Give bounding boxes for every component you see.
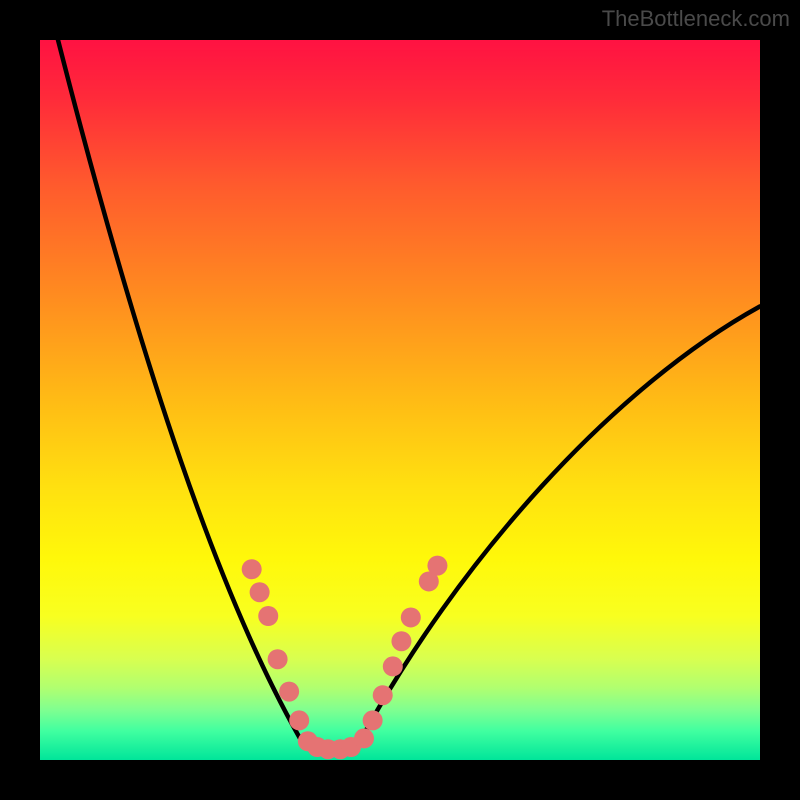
marker-point: [391, 631, 411, 651]
marker-point: [279, 682, 299, 702]
chart-container: TheBottleneck.com: [0, 0, 800, 800]
gradient-background: [40, 40, 760, 760]
plot-area: [40, 40, 760, 760]
marker-point: [383, 656, 403, 676]
marker-point: [373, 685, 393, 705]
marker-point: [401, 607, 421, 627]
marker-point: [268, 649, 288, 669]
marker-point: [354, 728, 374, 748]
marker-point: [363, 710, 383, 730]
marker-point: [289, 710, 309, 730]
plot-svg: [40, 40, 760, 760]
watermark-text: TheBottleneck.com: [602, 6, 790, 32]
marker-point: [258, 606, 278, 626]
marker-point: [427, 556, 447, 576]
marker-point: [250, 582, 270, 602]
marker-point: [242, 559, 262, 579]
